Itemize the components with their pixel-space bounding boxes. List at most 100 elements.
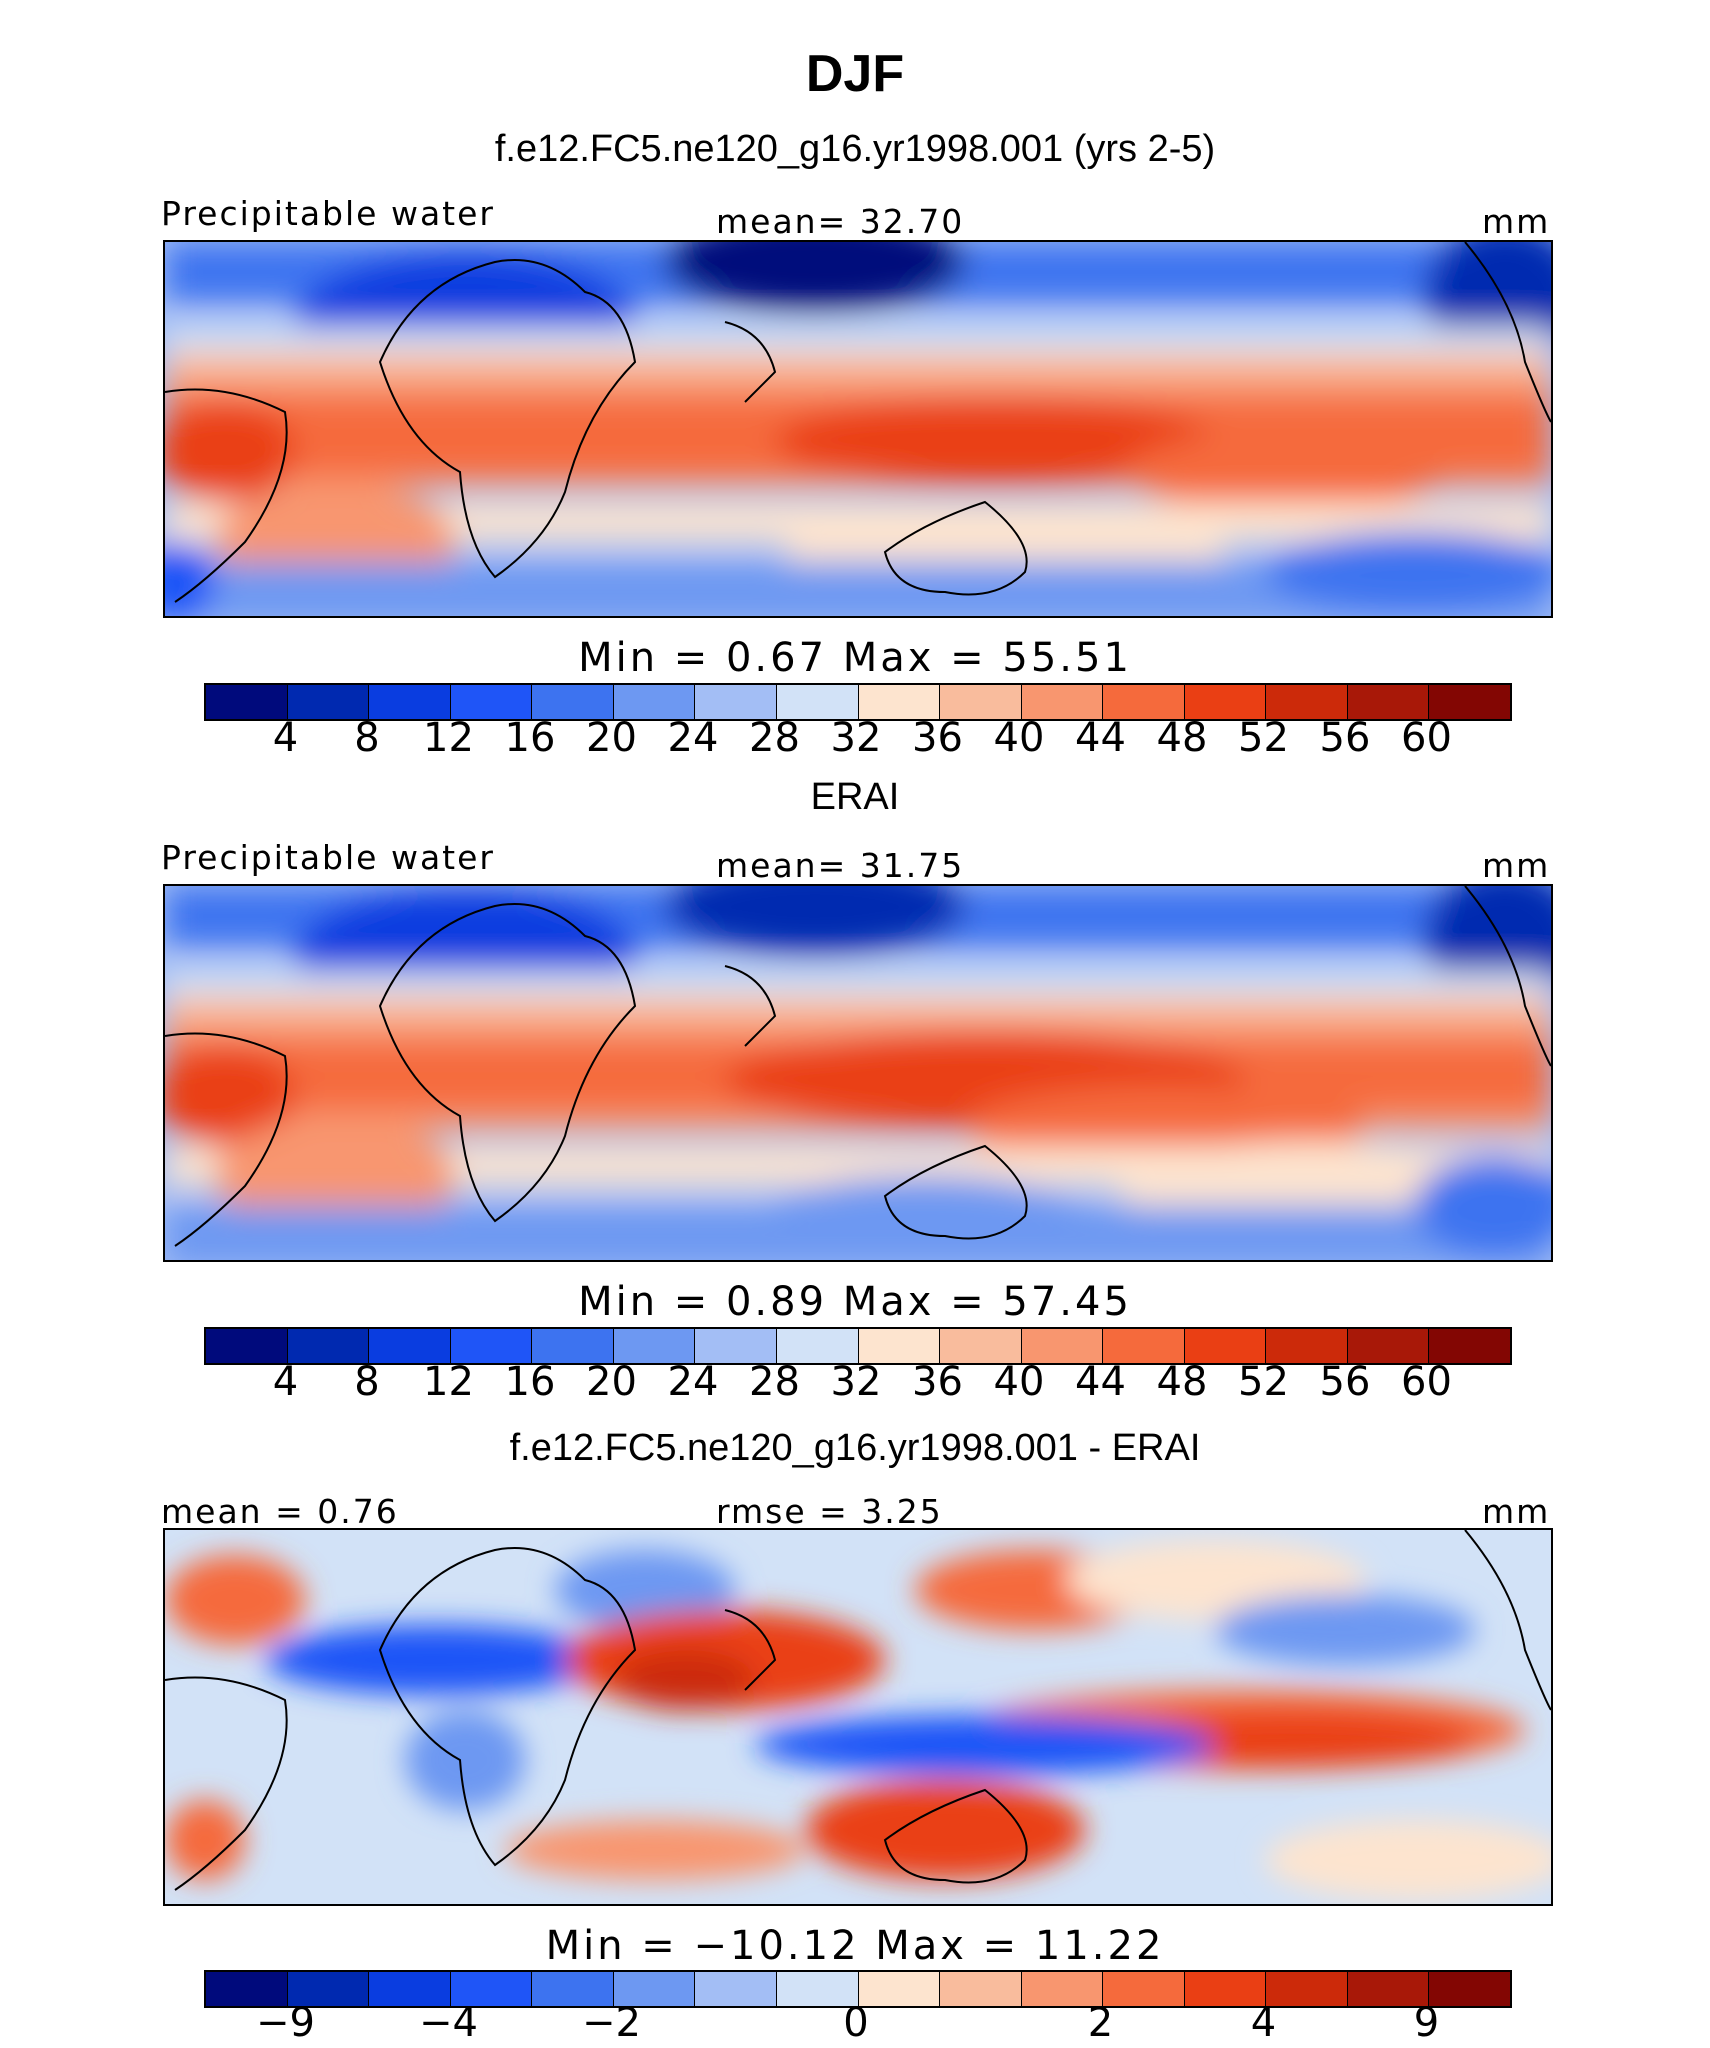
colorbar-tick-label: 48: [1156, 715, 1208, 761]
colorbar-tick-label: 40: [993, 1359, 1045, 1405]
colorbar-tick-label: 56: [1319, 715, 1371, 761]
colorbar-bin: [206, 1329, 288, 1363]
panel2-colorbar: [204, 1327, 1512, 1365]
panel3-min-max: Min = −10.12 Max = 11.22: [545, 1923, 1165, 1969]
panel3-mean-label: mean = 0.76: [161, 1492, 399, 1531]
panel2-map: [155, 856, 1585, 1266]
colorbar-bin: [776, 1329, 859, 1363]
colorbar-bin: [287, 1972, 370, 2006]
panel3-subtitle: f.e12.FC5.ne120_g16.yr1998.001 - ERAI: [509, 1427, 1201, 1469]
colorbar-tick-label: 52: [1238, 1359, 1289, 1405]
colorbar-bin: [1103, 1972, 1185, 2006]
colorbar-tick-label: 4: [1250, 2000, 1277, 2046]
panel3-rmse-label: rmse = 3.25: [716, 1492, 943, 1531]
colorbar-tick-label: 12: [423, 715, 474, 761]
colorbar-bin: [369, 685, 451, 719]
panel1-units-label: mm: [1482, 202, 1551, 241]
colorbar-bin: [532, 1972, 614, 2006]
colorbar-tick-label: 44: [1075, 715, 1126, 761]
colorbar-tick-label: 16: [504, 715, 556, 761]
colorbar-bin: [1266, 685, 1348, 719]
colorbar-bin: [1429, 1972, 1510, 2006]
colorbar-bin: [206, 685, 288, 719]
colorbar-bin: [776, 1972, 859, 2006]
figure-title: DJF: [805, 45, 905, 103]
colorbar-bin: [1184, 685, 1267, 719]
colorbar-bin: [1266, 1329, 1348, 1363]
colorbar-bin: [613, 685, 696, 719]
panel3-units-label: mm: [1482, 1492, 1551, 1531]
colorbar-bin: [940, 685, 1022, 719]
colorbar-bin: [1021, 1972, 1104, 2006]
colorbar-bin: [450, 1329, 533, 1363]
colorbar-bin: [1429, 1329, 1510, 1363]
colorbar-bin: [858, 685, 941, 719]
panel1-variable-label: Precipitable water: [161, 194, 495, 233]
colorbar-bin: [858, 1329, 941, 1363]
panel1-map-field: [135, 212, 1585, 622]
colorbar-bin: [1021, 685, 1104, 719]
colorbar-tick-label: 16: [504, 1359, 556, 1405]
colorbar-tick-label: 32: [830, 715, 882, 761]
colorbar-tick-label: 2: [1087, 2000, 1114, 2046]
colorbar-bin: [532, 685, 614, 719]
colorbar-bin: [1347, 685, 1430, 719]
colorbar-bin: [776, 685, 859, 719]
colorbar-bin: [1184, 1972, 1267, 2006]
colorbar-bin: [858, 1972, 941, 2006]
colorbar-bin: [1266, 1972, 1348, 2006]
colorbar-bin: [287, 1329, 370, 1363]
colorbar-tick-label: −2: [582, 2000, 641, 2046]
colorbar-bin: [1347, 1972, 1430, 2006]
colorbar-tick-label: 36: [912, 1359, 963, 1405]
colorbar-tick-label: 24: [667, 1359, 719, 1405]
panel2-units-label: mm: [1482, 846, 1551, 885]
colorbar-tick-label: 36: [912, 715, 963, 761]
colorbar-bin: [450, 1972, 533, 2006]
colorbar-tick-label: 20: [586, 1359, 637, 1405]
colorbar-bin: [695, 1329, 777, 1363]
colorbar-tick-label: −4: [419, 2000, 478, 2046]
colorbar-tick-label: 28: [749, 1359, 800, 1405]
colorbar-tick-label: 8: [354, 715, 380, 761]
panel1-mean-label: mean= 32.70: [716, 202, 965, 241]
colorbar-tick-label: −9: [256, 2000, 315, 2046]
panel2-min-max: Min = 0.89 Max = 57.45: [578, 1279, 1132, 1325]
panel2-mean-label: mean= 31.75: [716, 846, 965, 885]
colorbar-bin: [940, 1972, 1022, 2006]
panel1-map: [135, 212, 1585, 622]
colorbar-tick-label: 9: [1413, 2000, 1440, 2046]
panel2-variable-label: Precipitable water: [161, 838, 495, 877]
panel2-map-field: [155, 856, 1585, 1266]
colorbar-bin: [613, 1972, 696, 2006]
colorbar-bin: [1184, 1329, 1267, 1363]
colorbar-bin: [695, 685, 777, 719]
panel3-map: [163, 1528, 1565, 1906]
colorbar-tick-label: 44: [1075, 1359, 1126, 1405]
colorbar-bin: [450, 685, 533, 719]
colorbar-tick-label: 60: [1401, 1359, 1452, 1405]
colorbar-tick-label: 32: [830, 1359, 882, 1405]
colorbar-bin: [1429, 685, 1510, 719]
panel2-subtitle: ERAI: [810, 776, 900, 818]
colorbar-tick-label: 4: [272, 1359, 299, 1405]
colorbar-bin: [1103, 685, 1185, 719]
panel3-colorbar: [204, 1970, 1512, 2008]
colorbar-tick-label: 20: [586, 715, 637, 761]
colorbar-bin: [940, 1329, 1022, 1363]
colorbar-bin: [206, 1972, 288, 2006]
colorbar-bin: [369, 1972, 451, 2006]
colorbar-tick-label: 24: [667, 715, 719, 761]
colorbar-tick-label: 4: [272, 715, 299, 761]
colorbar-tick-label: 12: [423, 1359, 474, 1405]
colorbar-bin: [613, 1329, 696, 1363]
colorbar-bin: [287, 685, 370, 719]
colorbar-bin: [1103, 1329, 1185, 1363]
colorbar-tick-label: 28: [749, 715, 800, 761]
colorbar-bin: [1021, 1329, 1104, 1363]
colorbar-tick-label: 8: [354, 1359, 380, 1405]
colorbar-tick-label: 52: [1238, 715, 1289, 761]
colorbar-bin: [532, 1329, 614, 1363]
colorbar-bin: [1347, 1329, 1430, 1363]
colorbar-bin: [369, 1329, 451, 1363]
